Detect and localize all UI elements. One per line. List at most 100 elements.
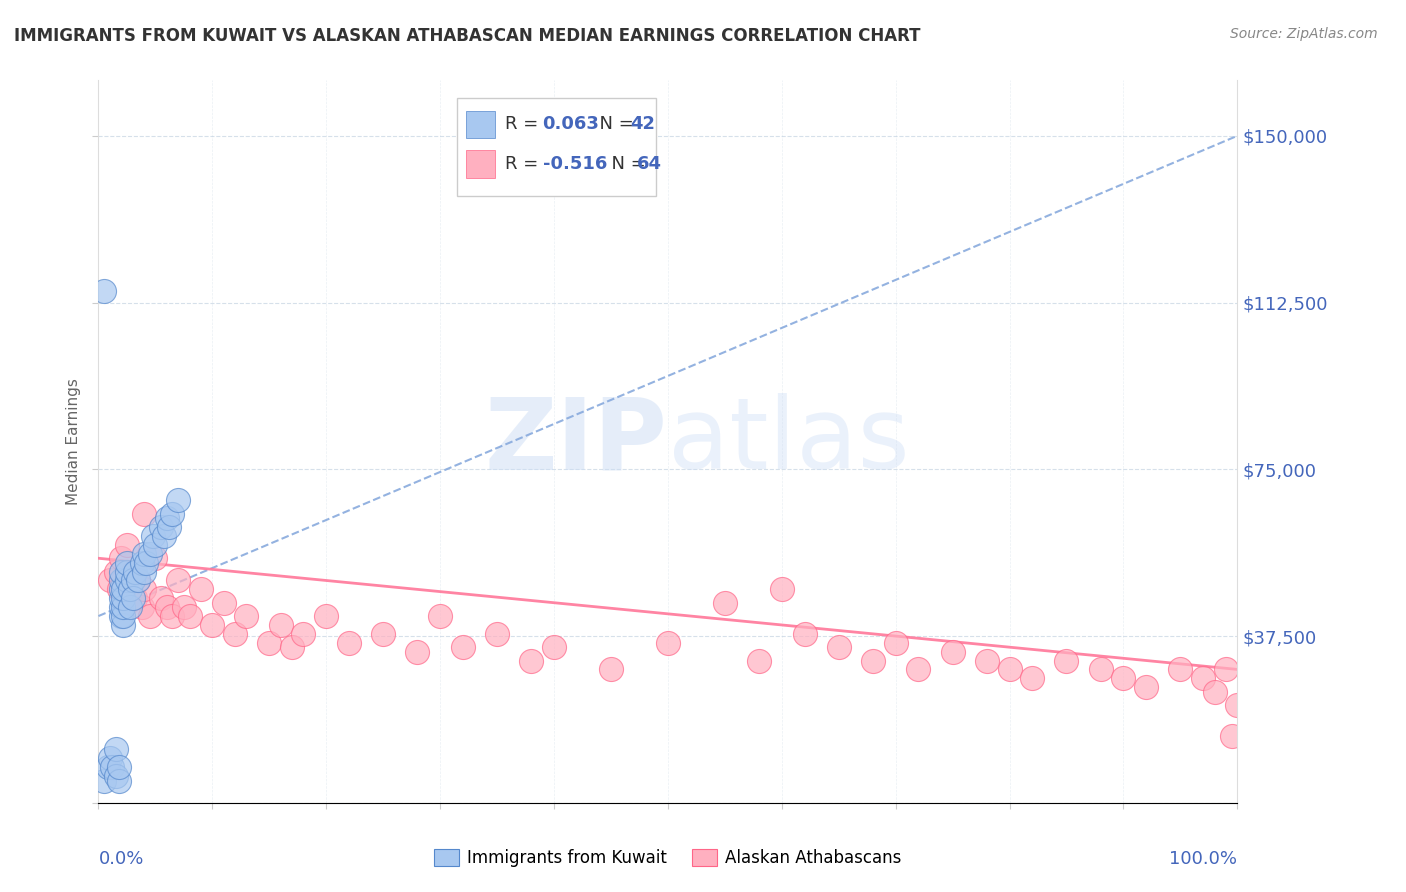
- Point: [451, 640, 474, 655]
- Point: [112, 609, 135, 624]
- Point: [862, 653, 884, 667]
- Text: ZIP: ZIP: [485, 393, 668, 490]
- Point: [657, 636, 679, 650]
- Point: [110, 600, 132, 615]
- Text: 100.0%: 100.0%: [1170, 850, 1237, 868]
- Text: 64: 64: [637, 155, 662, 173]
- Point: [1204, 684, 1226, 698]
- Point: [112, 582, 135, 597]
- Point: [150, 520, 173, 534]
- Point: [748, 653, 770, 667]
- Legend: Immigrants from Kuwait, Alaskan Athabascans: Immigrants from Kuwait, Alaskan Athabasc…: [427, 842, 908, 874]
- Point: [131, 556, 153, 570]
- Point: [132, 582, 155, 597]
- Point: [145, 551, 167, 566]
- Point: [1170, 662, 1192, 676]
- Point: [108, 760, 131, 774]
- Point: [1090, 662, 1112, 676]
- Point: [793, 627, 815, 641]
- Point: [162, 609, 184, 624]
- Text: 0.063: 0.063: [543, 115, 599, 133]
- Point: [104, 742, 127, 756]
- Point: [115, 538, 138, 552]
- Point: [162, 507, 184, 521]
- Point: [337, 636, 360, 650]
- Point: [145, 538, 167, 552]
- Text: R =: R =: [505, 115, 544, 133]
- Point: [942, 645, 965, 659]
- Point: [150, 591, 173, 606]
- Point: [1112, 671, 1135, 685]
- Point: [115, 574, 138, 588]
- Point: [121, 574, 143, 588]
- Point: [190, 582, 212, 597]
- Point: [907, 662, 929, 676]
- Point: [429, 609, 451, 624]
- Point: [1135, 680, 1157, 694]
- Point: [406, 645, 429, 659]
- Point: [110, 574, 132, 588]
- Point: [142, 529, 165, 543]
- Point: [112, 600, 135, 615]
- Point: [770, 582, 793, 597]
- Point: [543, 640, 565, 655]
- Point: [112, 618, 135, 632]
- Point: [110, 591, 132, 606]
- Point: [371, 627, 394, 641]
- Point: [124, 591, 146, 606]
- Point: [127, 574, 149, 588]
- Point: [235, 609, 257, 624]
- Point: [131, 600, 153, 615]
- Point: [281, 640, 304, 655]
- Point: [135, 556, 157, 570]
- Point: [96, 760, 118, 774]
- Point: [115, 596, 138, 610]
- Point: [157, 520, 180, 534]
- Text: 0.0%: 0.0%: [98, 850, 143, 868]
- Point: [120, 582, 142, 597]
- Point: [1192, 671, 1215, 685]
- Point: [600, 662, 623, 676]
- Point: [93, 285, 115, 299]
- Point: [110, 582, 132, 597]
- Point: [976, 653, 998, 667]
- Point: [138, 609, 160, 624]
- Point: [115, 565, 138, 579]
- Point: [104, 565, 127, 579]
- Point: [121, 565, 143, 579]
- Point: [486, 627, 509, 641]
- Point: [212, 596, 235, 610]
- Point: [292, 627, 315, 641]
- Point: [884, 636, 907, 650]
- Point: [1021, 671, 1043, 685]
- Text: atlas: atlas: [668, 393, 910, 490]
- Text: -0.516: -0.516: [543, 155, 607, 173]
- Point: [120, 582, 142, 597]
- Point: [132, 565, 155, 579]
- Point: [132, 547, 155, 561]
- Y-axis label: Median Earnings: Median Earnings: [66, 378, 82, 505]
- Point: [520, 653, 543, 667]
- Point: [167, 574, 190, 588]
- Point: [98, 751, 121, 765]
- Point: [115, 556, 138, 570]
- Point: [110, 609, 132, 624]
- Point: [101, 760, 124, 774]
- Point: [315, 609, 337, 624]
- Point: [108, 773, 131, 788]
- Point: [714, 596, 737, 610]
- Point: [132, 507, 155, 521]
- Point: [110, 565, 132, 579]
- Point: [828, 640, 851, 655]
- Point: [112, 591, 135, 606]
- Point: [270, 618, 292, 632]
- Point: [138, 547, 160, 561]
- Point: [167, 493, 190, 508]
- FancyBboxPatch shape: [457, 98, 657, 196]
- Point: [1220, 729, 1243, 743]
- Text: N =: N =: [599, 155, 651, 173]
- Text: N =: N =: [588, 115, 640, 133]
- Point: [156, 511, 179, 525]
- Point: [259, 636, 281, 650]
- Point: [1226, 698, 1249, 712]
